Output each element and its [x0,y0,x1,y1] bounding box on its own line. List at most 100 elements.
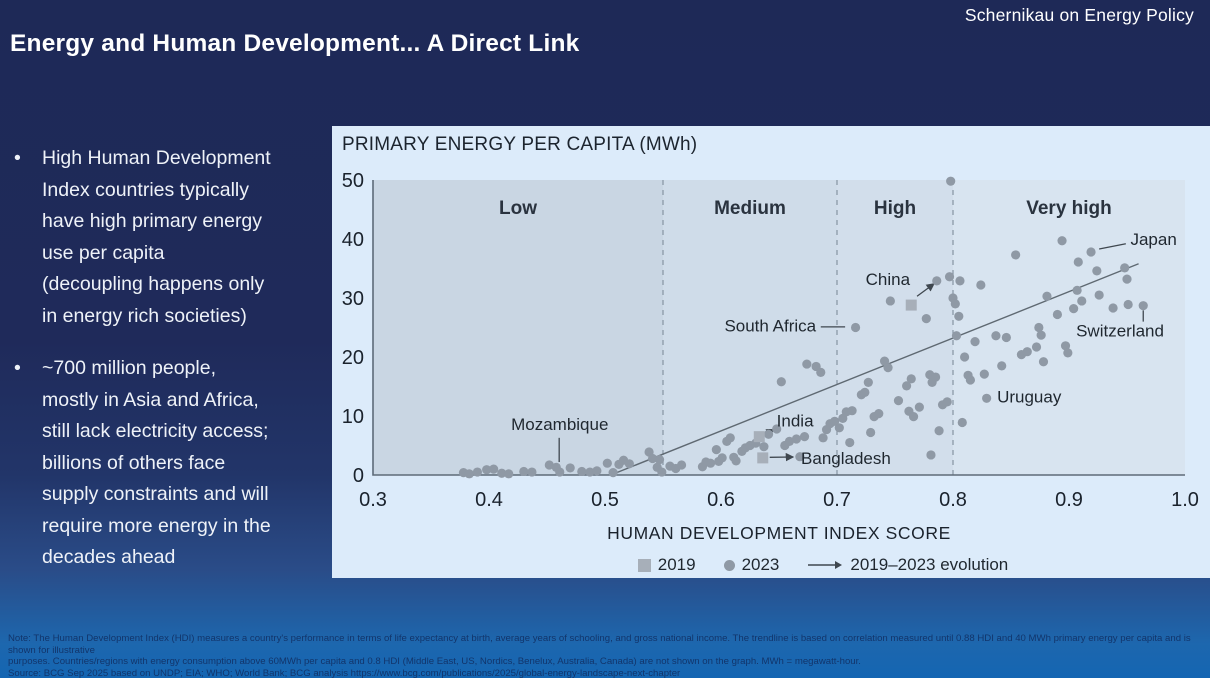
band-label-high: High [874,198,916,219]
bullet-marker [14,353,42,574]
country-label-uruguay: Uruguay [997,387,1062,406]
bullet-list: High Human Development Index countries t… [14,143,326,595]
band-low [373,180,663,475]
dot-marker-icon [723,559,735,571]
data-point-2023 [705,458,716,468]
y-tick-label: 50 [342,170,364,192]
data-point-2023 [970,337,980,347]
data-point-2023 [795,452,805,462]
data-point-2023 [519,466,529,477]
y-tick-label: 0 [353,465,364,487]
data-point-2023 [950,299,960,309]
data-point-2023 [1063,348,1073,358]
data-point-2023 [717,453,727,463]
x-tick-label: 0.6 [707,489,735,511]
y-tick-label: 20 [342,347,364,369]
data-point-2023 [1086,247,1096,257]
data-point-2023 [1123,299,1133,310]
country-label-south-africa: South Africa [724,317,816,336]
data-point-2023 [497,468,507,478]
country-label-switzerland: Switzerland [1076,321,1164,340]
data-point-2023 [472,467,482,477]
data-point-2023 [577,466,587,477]
list-item: ~700 million people, mostly in Asia and … [14,353,326,574]
data-point-2019 [905,299,917,311]
data-point-2023 [1052,309,1062,320]
data-point-2023 [883,363,893,373]
data-point-2023 [946,176,956,186]
data-point-2019 [753,431,765,443]
data-point-2023 [979,369,989,379]
data-point-2023 [931,372,941,382]
legend-label: 2023 [741,555,780,574]
x-tick-label: 0.9 [1055,489,1083,511]
annotation-line-japan [1099,243,1126,250]
footnote-line-3: Source: BCG Sep 2025 based on UNDP; EIA;… [8,667,681,678]
data-point-2023 [1077,296,1087,306]
data-point-2023 [725,433,735,443]
data-point-2023 [624,459,634,469]
data-point-2023 [1069,304,1079,314]
data-point-2023 [676,460,687,470]
band-label-very-high: Very high [1026,198,1112,219]
data-point-2023 [802,359,812,369]
chart-title: PRIMARY ENERGY PER CAPITA (MWh) [342,134,698,155]
data-point-2023 [951,331,962,341]
arrow-icon [808,561,843,569]
data-point-2023 [850,322,861,333]
data-point-2023 [860,387,870,397]
data-point-2023 [711,445,721,455]
data-point-2023 [1042,291,1052,301]
country-label-china: China [866,270,911,289]
country-label-india: India [777,412,814,431]
data-point-2023 [791,434,801,444]
y-tick-label: 40 [342,229,364,251]
data-point-2023 [997,361,1007,371]
data-point-2023 [504,469,514,479]
data-point-2023 [555,467,565,477]
chart-legend: 2019 2023 2019–2023 evolution [384,555,1210,575]
data-point-2023 [960,352,970,362]
data-point-2023 [834,423,844,433]
data-point-2023 [902,381,912,391]
legend-item-2019: 2019 [637,555,696,575]
data-point-2023 [932,276,942,286]
data-point-2023 [565,463,575,473]
country-label-japan: Japan [1130,230,1176,249]
bullet-text-2: ~700 million people, mostly in Asia and … [42,357,271,568]
data-point-2023 [489,464,499,474]
legend-item-evolution: 2019–2023 evolution [807,555,1008,575]
data-point-2023 [1031,342,1042,352]
data-point-2023 [885,296,895,306]
data-point-2019 [757,452,769,464]
bullet-text-1: High Human Development Index countries t… [42,147,271,327]
data-point-2023 [982,393,992,403]
data-point-2023 [845,437,855,448]
data-point-2023 [957,417,967,428]
x-tick-label: 1.0 [1171,489,1199,511]
data-point-2023 [1138,301,1148,311]
data-point-2023 [934,426,944,436]
list-item: High Human Development Index countries t… [14,143,326,332]
data-point-2023 [816,367,826,377]
footnote-line-1: Note: The Human Development Index (HDI) … [8,633,1191,656]
x-axis-title: HUMAN DEVELOPMENT INDEX SCORE [607,523,951,543]
data-point-2023 [759,442,769,452]
band-label-low: Low [499,198,537,219]
data-point-2023 [763,429,774,439]
legend-label: 2019–2023 evolution [850,555,1009,574]
data-point-2023 [654,455,665,465]
data-point-2023 [991,331,1001,341]
data-point-2023 [944,272,955,282]
square-marker-icon [637,558,651,572]
data-point-2023 [847,406,857,416]
data-point-2023 [926,450,936,460]
band-very-high [953,180,1185,475]
data-point-2023 [1122,274,1132,284]
x-tick-label: 0.5 [591,489,619,511]
data-point-2023 [592,466,602,476]
data-point-2023 [1120,263,1130,273]
footnote-line-2: purposes. Countries/regions with energy … [8,656,861,668]
bullet-marker [14,143,42,332]
data-point-2023 [772,424,782,434]
